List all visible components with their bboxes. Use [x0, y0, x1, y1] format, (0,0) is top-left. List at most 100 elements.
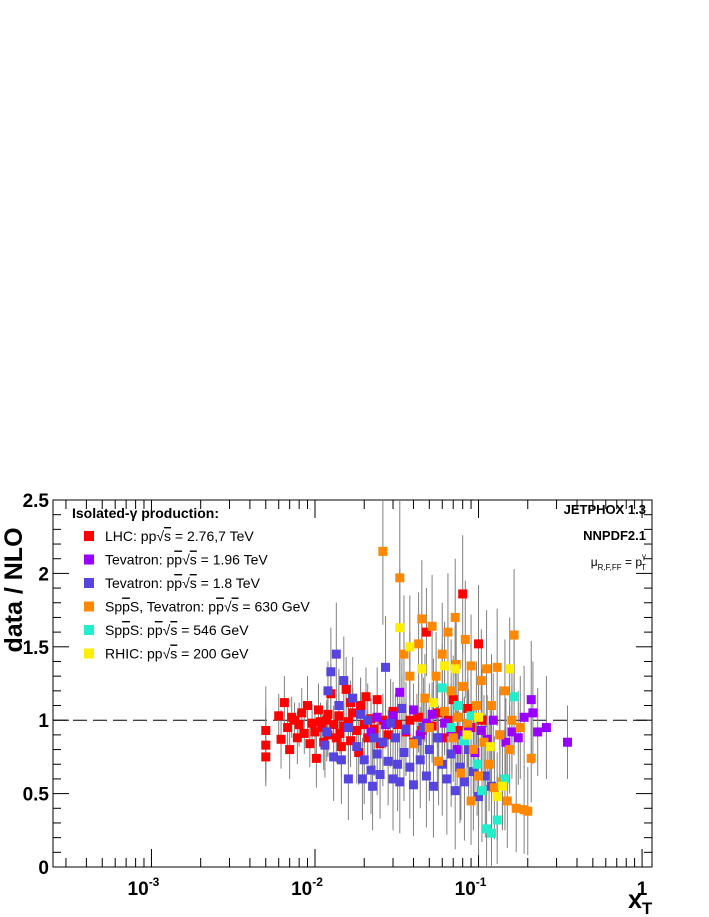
data-point	[395, 623, 405, 633]
data-point	[383, 730, 393, 740]
data-point	[397, 703, 407, 713]
data-point	[500, 774, 510, 784]
data-point	[290, 715, 300, 725]
data-point	[509, 630, 519, 640]
data-point	[372, 695, 382, 705]
data-point	[292, 733, 302, 743]
data-point	[305, 739, 315, 749]
data-point	[405, 715, 415, 725]
data-point	[363, 733, 373, 743]
data-point	[472, 759, 482, 769]
data-point	[526, 753, 536, 763]
data-point	[261, 725, 271, 735]
data-point	[334, 701, 344, 711]
pdf-label: NNPDF2.1	[583, 528, 646, 543]
data-point	[261, 752, 271, 762]
data-point	[427, 621, 437, 631]
data-point	[354, 747, 364, 757]
data-point	[482, 664, 492, 674]
data-point	[311, 753, 321, 763]
data-point	[408, 780, 418, 790]
data-point	[331, 649, 341, 659]
legend-marker	[84, 601, 94, 612]
data-point	[339, 721, 349, 731]
legend-marker	[84, 625, 94, 635]
data-point	[405, 671, 415, 681]
data-point	[474, 712, 484, 722]
data-point	[440, 718, 450, 728]
data-point	[507, 715, 517, 725]
data-point	[390, 733, 400, 743]
data-point	[274, 711, 284, 721]
data-point	[399, 747, 409, 757]
data-point	[405, 642, 415, 652]
data-point	[323, 709, 333, 719]
data-point	[399, 649, 409, 659]
data-point	[466, 796, 476, 806]
data-point	[453, 712, 463, 722]
data-point	[343, 717, 353, 727]
data-point	[463, 718, 473, 728]
data-point	[474, 771, 484, 781]
data-point	[421, 627, 431, 637]
data-point	[443, 627, 453, 637]
data-point	[414, 639, 424, 649]
data-point	[417, 664, 427, 674]
data-point	[334, 711, 344, 721]
data-point	[346, 736, 356, 746]
y-tick-label: 1.5	[23, 638, 50, 659]
data-point	[458, 589, 468, 599]
data-point	[450, 612, 460, 622]
data-point	[474, 639, 484, 649]
data-point	[437, 683, 447, 693]
data-point	[356, 709, 366, 719]
data-point	[408, 705, 418, 715]
x-tick-label: 10-1	[455, 875, 487, 900]
data-point	[526, 695, 536, 705]
data-point	[372, 712, 382, 722]
data-point	[405, 762, 415, 772]
data-point	[357, 774, 367, 784]
data-point	[329, 720, 339, 730]
data-point	[446, 686, 456, 696]
data-point	[424, 723, 434, 733]
data-point	[476, 725, 486, 735]
data-point	[326, 667, 336, 677]
data-point	[511, 803, 521, 813]
data-point	[297, 708, 307, 718]
x-axis-title: xT	[628, 886, 653, 917]
data-point	[432, 733, 442, 743]
data-point	[486, 701, 496, 711]
y-tick-label: 0.5	[23, 785, 50, 806]
data-point	[505, 745, 515, 755]
data-point	[453, 725, 463, 735]
data-point	[313, 705, 323, 715]
data-point	[500, 686, 510, 696]
data-point	[320, 740, 330, 750]
data-point	[492, 815, 502, 825]
legend-label: SppS: pp√s = 546 GeV	[105, 622, 249, 638]
data-point	[363, 715, 373, 725]
data-point	[427, 709, 437, 719]
x-tick-label: 10-3	[128, 875, 160, 900]
scale-label: μR,F,FF = pγ T	[591, 552, 646, 572]
data-point	[501, 737, 511, 747]
data-point	[528, 708, 538, 718]
data-point	[434, 756, 444, 766]
data-point	[495, 730, 505, 740]
tick-labels-group: 0 0.5 1 1.5 2 2.5 10-3 10-2 10-1 1	[23, 491, 648, 900]
data-point	[453, 701, 463, 711]
data-point	[352, 725, 362, 735]
data-point	[446, 723, 456, 733]
data-point	[352, 742, 362, 752]
y-axis-title: data / NLO	[0, 527, 28, 652]
data-point	[372, 749, 382, 759]
data-point	[366, 727, 376, 737]
data-point	[395, 777, 405, 787]
data-point	[395, 573, 405, 583]
data-point	[381, 720, 391, 730]
data-point	[477, 786, 487, 796]
data-point	[505, 664, 515, 674]
data-point	[440, 706, 450, 716]
data-point	[381, 662, 391, 672]
